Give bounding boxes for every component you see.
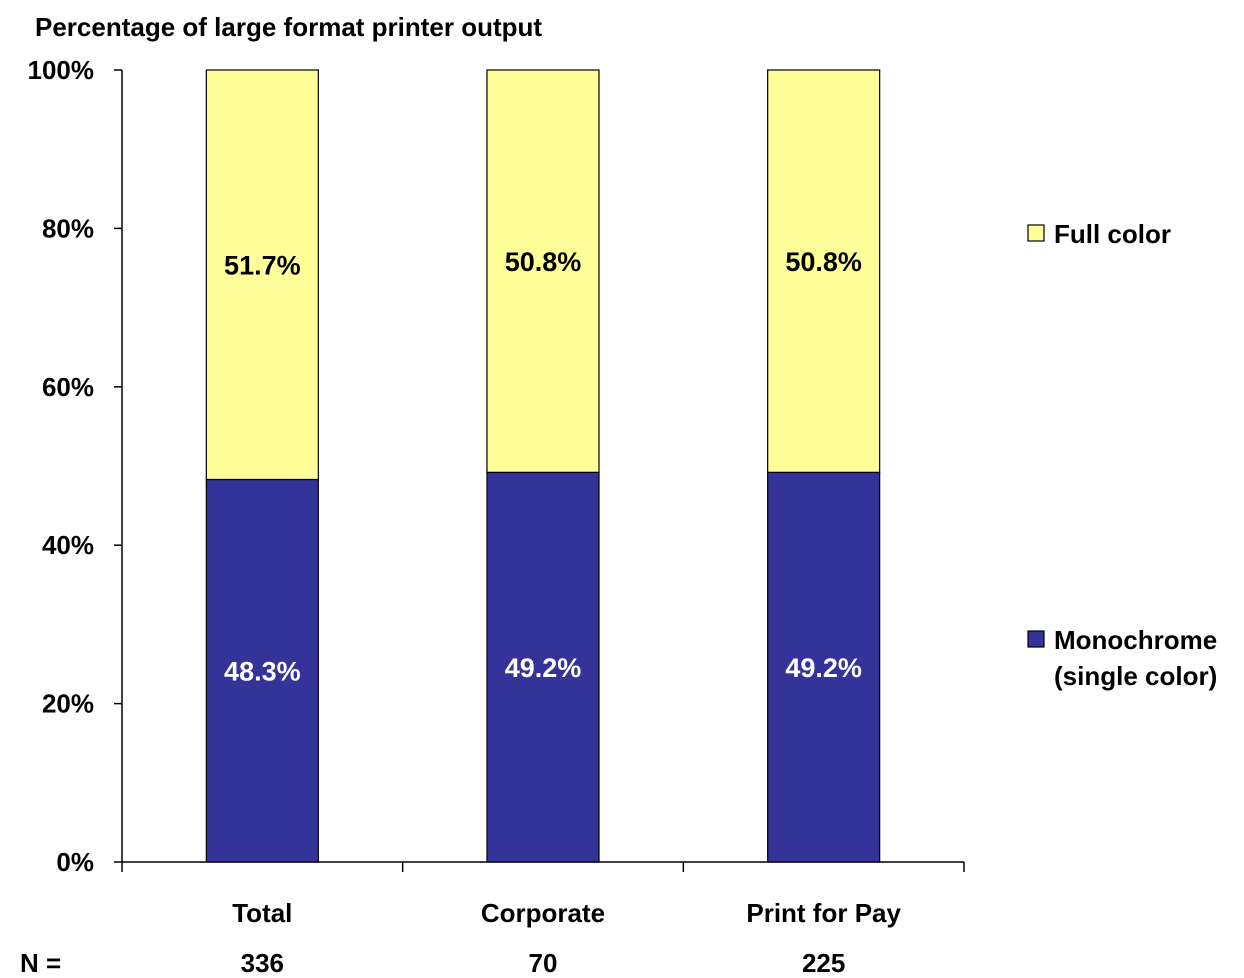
chart-title: Percentage of large format printer outpu… [35,12,542,42]
bar-value-label: 49.2% [785,653,862,683]
legend-swatch [1027,224,1045,242]
y-tick-label: 100% [28,55,95,85]
y-tick-label: 40% [42,530,94,560]
bar-value-label: 48.3% [224,656,301,686]
n-value: 70 [529,948,558,973]
bars [205,69,881,863]
x-tick-label: Total [232,898,292,928]
bar-segment [205,69,319,481]
bar-segment [205,478,319,863]
bar-value-labels: 48.3% 51.7% 49.2% 50.8% 49.2% 50.8% [224,247,862,686]
y-tick-label: 20% [42,689,94,719]
bar-value-label: 50.8% [505,247,582,277]
legend-label: Monochrome [1054,625,1217,655]
bar-value-label: 50.8% [785,247,862,277]
n-label: N = [20,948,61,973]
x-axis-labels: Total Corporate Print for Pay [232,898,901,928]
y-tick-label: 80% [42,213,94,243]
legend-label: (single color) [1054,661,1217,691]
bar-segment [767,69,881,473]
legend-swatch [1027,630,1045,648]
bar-value-label: 51.7% [224,251,301,281]
legend-label: Full color [1054,219,1171,249]
sample-size-row: N = 336 70 225 [20,948,845,978]
bar-segment [486,471,600,863]
y-tick-label: 0% [56,847,94,877]
bar-segment [767,471,881,863]
bar-value-label: 49.2% [505,653,582,683]
legend: Full color Monochrome (single color) [1027,219,1217,691]
y-tick-label: 60% [42,372,94,402]
n-value: 336 [241,948,284,973]
n-value: 225 [802,948,845,973]
axes: 0% 20% 40% 60% 80% 100% [28,55,965,877]
bar-segment [486,69,600,473]
x-tick-label: Corporate [481,898,605,928]
x-tick-label: Print for Pay [746,898,901,928]
